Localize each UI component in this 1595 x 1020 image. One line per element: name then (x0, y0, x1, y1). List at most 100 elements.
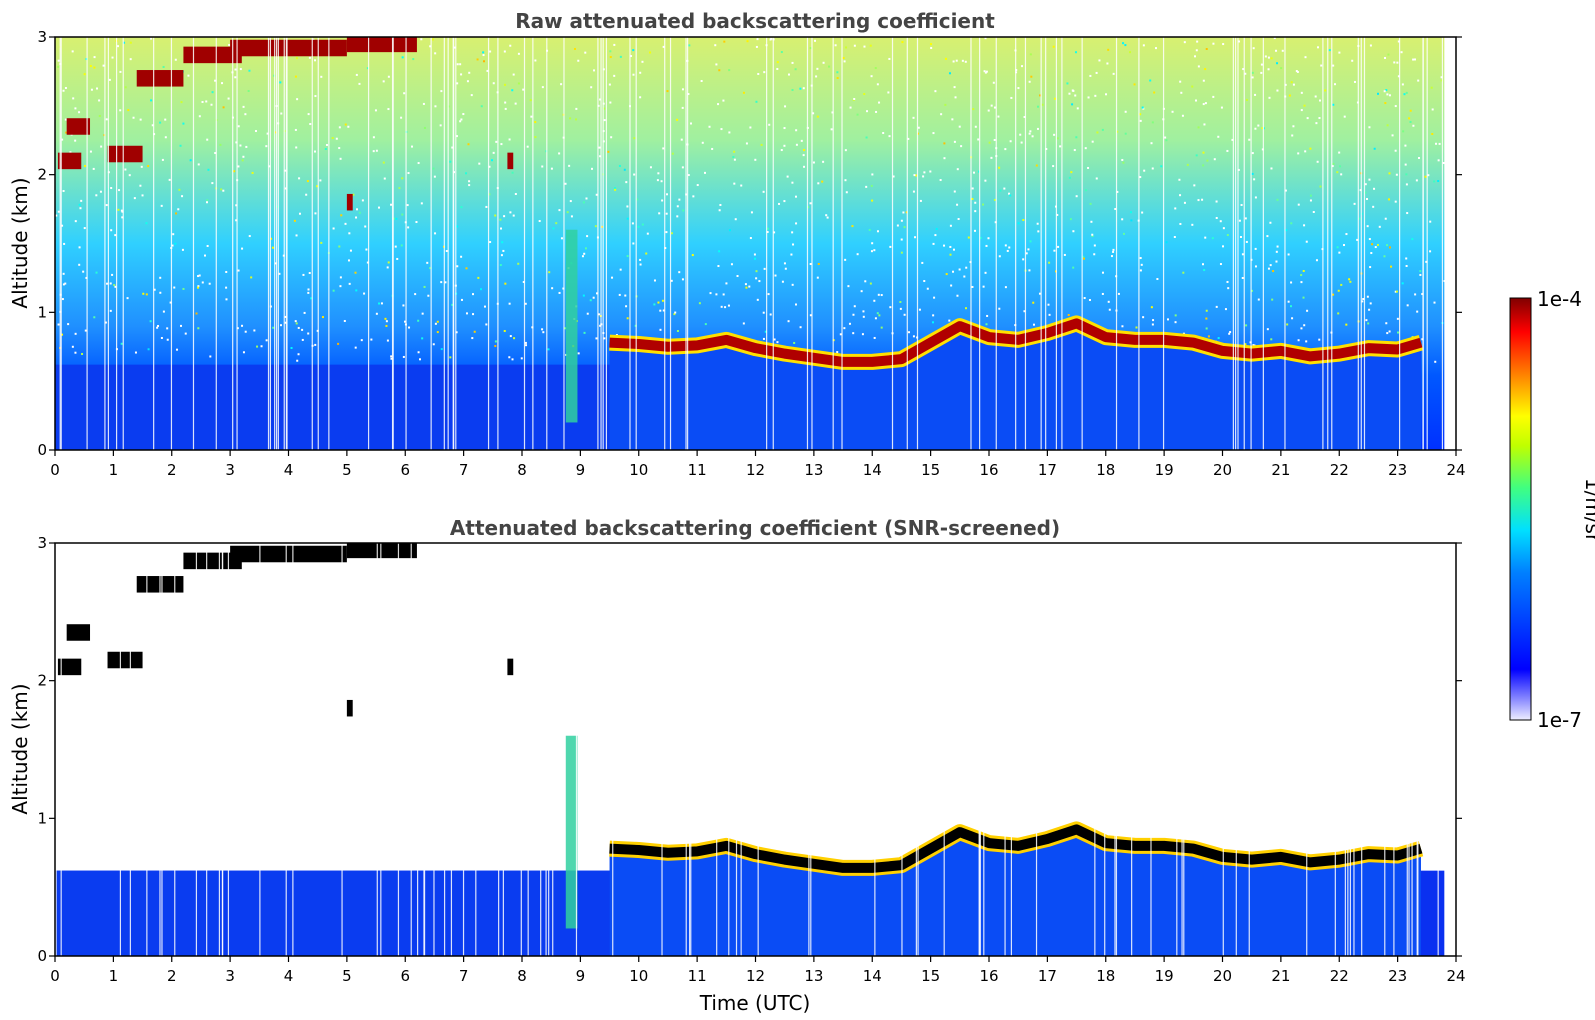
x-tick-label: 10 (629, 461, 648, 479)
noise-speck (343, 319, 346, 322)
noise-speck (593, 69, 596, 72)
noise-speck (1133, 83, 1136, 86)
noise-speck (868, 228, 871, 231)
noise-speck (504, 282, 507, 285)
noise-speck (504, 107, 507, 110)
noise-speck (460, 73, 463, 76)
noise-speck (575, 118, 578, 121)
noise-speck (958, 125, 961, 128)
noise-speck (662, 309, 665, 312)
noise-speck (756, 38, 759, 41)
noise-speck (744, 283, 747, 286)
noise-speck (1414, 293, 1417, 296)
noise-speck (1266, 235, 1269, 238)
noise-speck (715, 63, 718, 66)
noise-speck (589, 299, 592, 302)
x-tick-label: 20 (1213, 967, 1232, 985)
noise-speck (168, 178, 171, 181)
noise-speck (847, 285, 850, 288)
x-tick-label: 0 (50, 967, 60, 985)
noise-speck (661, 199, 664, 202)
noise-speck (614, 188, 617, 191)
noise-speck (1348, 278, 1351, 281)
noise-speck (880, 294, 883, 297)
noise-speck (541, 86, 544, 89)
noise-speck (1179, 80, 1182, 83)
plume (565, 229, 578, 423)
upper-cloud (183, 46, 242, 64)
noise-speck (978, 170, 981, 173)
noise-speck (1112, 248, 1115, 251)
noise-speck (1405, 183, 1408, 186)
noise-speck (791, 88, 794, 91)
noise-speck (889, 245, 892, 248)
noise-speck (1048, 313, 1051, 316)
noise-speck (1378, 225, 1381, 228)
x-tick-label: 21 (1271, 461, 1290, 479)
noise-speck (1151, 167, 1154, 170)
noise-speck (480, 288, 483, 291)
noise-speck (1394, 290, 1397, 293)
noise-speck (314, 150, 317, 153)
noise-speck (338, 147, 341, 150)
noise-speck (74, 332, 77, 335)
noise-speck (526, 145, 529, 148)
noise-speck (791, 283, 794, 286)
noise-speck (1035, 164, 1038, 167)
noise-speck (476, 58, 479, 61)
noise-speck (1075, 136, 1078, 139)
noise-speck (934, 90, 937, 93)
x-tick-label: 14 (863, 461, 882, 479)
noise-speck (109, 309, 112, 312)
noise-speck (1287, 253, 1290, 256)
noise-speck (480, 105, 483, 108)
noise-speck (1171, 110, 1174, 113)
noise-speck (1367, 322, 1370, 325)
noise-speck (420, 38, 423, 41)
noise-speck (598, 146, 601, 149)
noise-speck (982, 203, 985, 206)
noise-speck (1318, 117, 1321, 120)
noise-speck (817, 262, 820, 265)
noise-speck (755, 100, 758, 103)
noise-speck (374, 109, 377, 112)
bottom-panel: Attenuated backscattering coefficient (S… (8, 516, 1466, 1015)
noise-speck (756, 298, 759, 301)
y-tick-label: 3 (37, 534, 47, 552)
upper-cloud (346, 543, 417, 559)
noise-speck (659, 309, 662, 312)
noise-speck (406, 204, 409, 207)
noise-speck (1069, 218, 1072, 221)
noise-speck (720, 305, 723, 308)
x-tick-label: 2 (167, 461, 177, 479)
noise-speck (456, 63, 459, 66)
noise-speck (1101, 271, 1104, 274)
noise-speck (460, 206, 463, 209)
noise-speck (57, 323, 60, 326)
noise-speck (1286, 323, 1289, 326)
noise-speck (1141, 211, 1144, 214)
noise-speck (1345, 233, 1348, 236)
noise-speck (284, 321, 287, 324)
noise-speck (161, 158, 164, 161)
noise-speck (1264, 55, 1267, 58)
noise-speck (999, 189, 1002, 192)
noise-speck (1403, 93, 1406, 96)
noise-speck (492, 151, 495, 154)
noise-speck (1182, 332, 1185, 335)
noise-speck (418, 358, 421, 361)
noise-speck (728, 131, 731, 134)
noise-speck (248, 69, 251, 72)
noise-speck (1397, 331, 1400, 334)
noise-speck (358, 211, 361, 214)
noise-speck (1017, 222, 1020, 225)
noise-speck (914, 236, 917, 239)
noise-speck (1276, 245, 1279, 248)
noise-speck (646, 232, 649, 235)
noise-speck (1173, 236, 1176, 239)
noise-speck (1110, 255, 1113, 258)
noise-speck (89, 65, 92, 68)
noise-speck (1027, 248, 1030, 251)
noise-speck (932, 242, 935, 245)
noise-speck (826, 216, 829, 219)
